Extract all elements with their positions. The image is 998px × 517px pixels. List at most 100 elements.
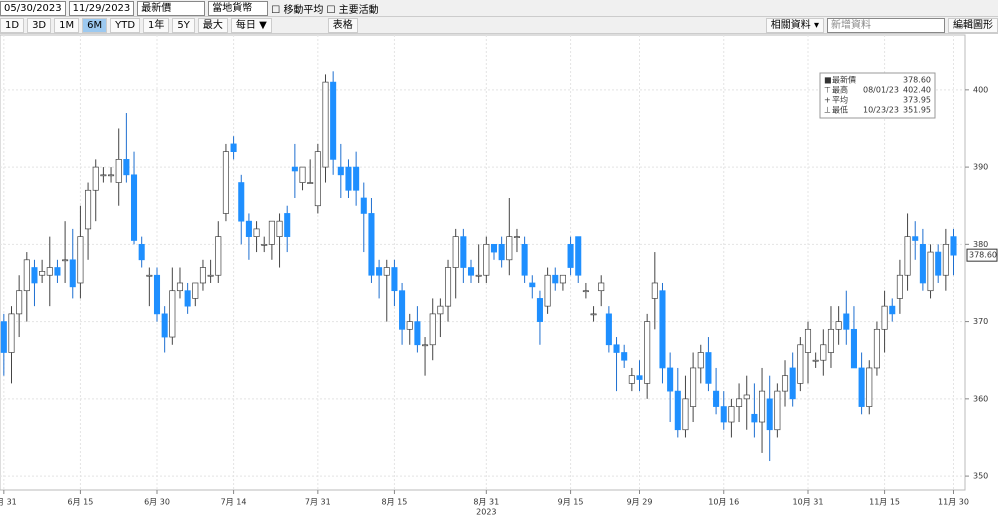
range-button[interactable]: 1D	[0, 17, 25, 33]
candle-body	[376, 267, 383, 276]
candle-body	[521, 243, 528, 276]
candle-body	[613, 344, 620, 353]
moving-avg[interactable]: ☐ 移動平均	[271, 4, 324, 16]
candle-body	[490, 243, 498, 253]
candle-body	[330, 81, 337, 160]
events-label: 主要活動	[338, 4, 379, 16]
candle-body	[184, 290, 191, 307]
field-select[interactable]: 最新價	[137, 0, 206, 16]
candle-body	[552, 274, 559, 284]
candle-body	[544, 274, 551, 307]
candle-body	[46, 267, 53, 276]
candle-body	[743, 394, 750, 400]
range-button[interactable]: 3D	[27, 17, 52, 33]
y-tick-label: 350	[973, 472, 988, 481]
candle-body	[192, 282, 199, 299]
candle-body	[368, 213, 375, 276]
range-button[interactable]: 1M	[54, 17, 80, 33]
events[interactable]: ☐ 主要活動	[326, 4, 379, 16]
candle-body	[904, 236, 911, 276]
toolbar: 05/30/2023 11/29/2023 最新價 當地貨幣 ☐ 移動平均 ☐ …	[0, 0, 998, 17]
start-date[interactable]: 05/30/2023	[0, 0, 66, 16]
candle-body	[69, 259, 76, 288]
candle-body	[31, 267, 38, 284]
stats-value: 373.95	[903, 96, 931, 105]
candle-body	[483, 243, 490, 276]
stats-value: 378.60	[903, 76, 931, 85]
candle-body	[383, 267, 390, 276]
period-select[interactable]: 每日 ▼	[230, 17, 272, 33]
candle-body	[291, 166, 298, 172]
candle-body	[23, 259, 30, 292]
candle-body	[8, 313, 15, 353]
candle-body	[215, 236, 222, 276]
stats-label: 平均	[832, 95, 848, 105]
y-tick-label: 370	[973, 317, 988, 326]
candle-body	[314, 151, 321, 207]
x-tick-label: 9月 15	[558, 498, 584, 507]
candle-body	[169, 290, 176, 338]
y-tick-label: 380	[973, 240, 988, 249]
stats-marker: ⊥	[824, 106, 831, 115]
range-button[interactable]: YTD	[110, 17, 141, 33]
candle-body	[896, 274, 903, 299]
candle-body	[153, 274, 161, 315]
table-button[interactable]: 表格	[327, 17, 358, 33]
candle-body	[0, 321, 7, 353]
candle-body	[690, 367, 697, 407]
currency-select[interactable]: 當地貨幣	[208, 0, 269, 16]
add-data[interactable]: 新增資料	[827, 17, 945, 33]
candle-body	[789, 367, 796, 400]
candle-body	[345, 166, 352, 191]
stats-label: 最新價	[832, 75, 856, 85]
candle-body	[628, 375, 635, 384]
candle-body	[92, 166, 99, 191]
candle-body	[621, 352, 628, 361]
candle-body	[467, 267, 475, 276]
year-label: 2023	[476, 508, 496, 517]
stats-value: 402.40	[903, 86, 931, 95]
candle-body	[950, 236, 957, 256]
toolbar-2: 1D 3D 1M 6M YTD 1年 5Y 最大 每日 ▼ 表格 相關資料 ▾ 新增資料 編輯圖形	[0, 17, 998, 34]
stats-date: 10/23/23	[863, 106, 899, 115]
candle-body	[337, 166, 344, 176]
related-button[interactable]: 相關資料 ▾	[765, 17, 824, 33]
candle-body	[230, 143, 237, 152]
candle-body	[682, 398, 689, 431]
candle-body	[299, 166, 306, 183]
candle-body	[77, 236, 84, 284]
candle-body	[536, 298, 543, 322]
candle-body	[858, 367, 865, 407]
range-button[interactable]: 1年	[143, 17, 170, 33]
edit-button[interactable]: 編輯圖形	[948, 17, 998, 33]
candle-body	[812, 359, 819, 362]
candle-body	[506, 236, 513, 261]
stats-marker: +	[824, 96, 831, 105]
range-button[interactable]: 6M	[82, 17, 108, 33]
candle-body	[850, 328, 857, 369]
candle-body	[130, 174, 138, 241]
candle-body	[835, 321, 842, 330]
candle-body	[751, 413, 758, 423]
candle-body	[261, 243, 268, 246]
candle-body	[123, 159, 130, 176]
y-tick-label: 400	[973, 85, 988, 94]
candle-body	[207, 274, 214, 277]
candle-body	[804, 328, 812, 353]
candle-body	[276, 220, 283, 237]
candle-body	[414, 321, 421, 346]
x-tick-label: 6月 30	[144, 498, 170, 507]
candle-body	[605, 313, 612, 346]
candle-body	[460, 236, 467, 268]
candle-body	[138, 243, 145, 261]
candle-body	[820, 344, 827, 361]
range-button[interactable]: 最大	[197, 17, 228, 33]
y-tick-label: 390	[973, 163, 988, 172]
candle-body	[598, 282, 605, 292]
candle-body	[399, 290, 406, 330]
candle-body	[720, 406, 727, 423]
end-date[interactable]: 11/29/2023	[68, 0, 135, 16]
plot-frame	[0, 34, 966, 491]
range-button[interactable]: 5Y	[172, 17, 195, 33]
candle-body	[322, 81, 329, 168]
